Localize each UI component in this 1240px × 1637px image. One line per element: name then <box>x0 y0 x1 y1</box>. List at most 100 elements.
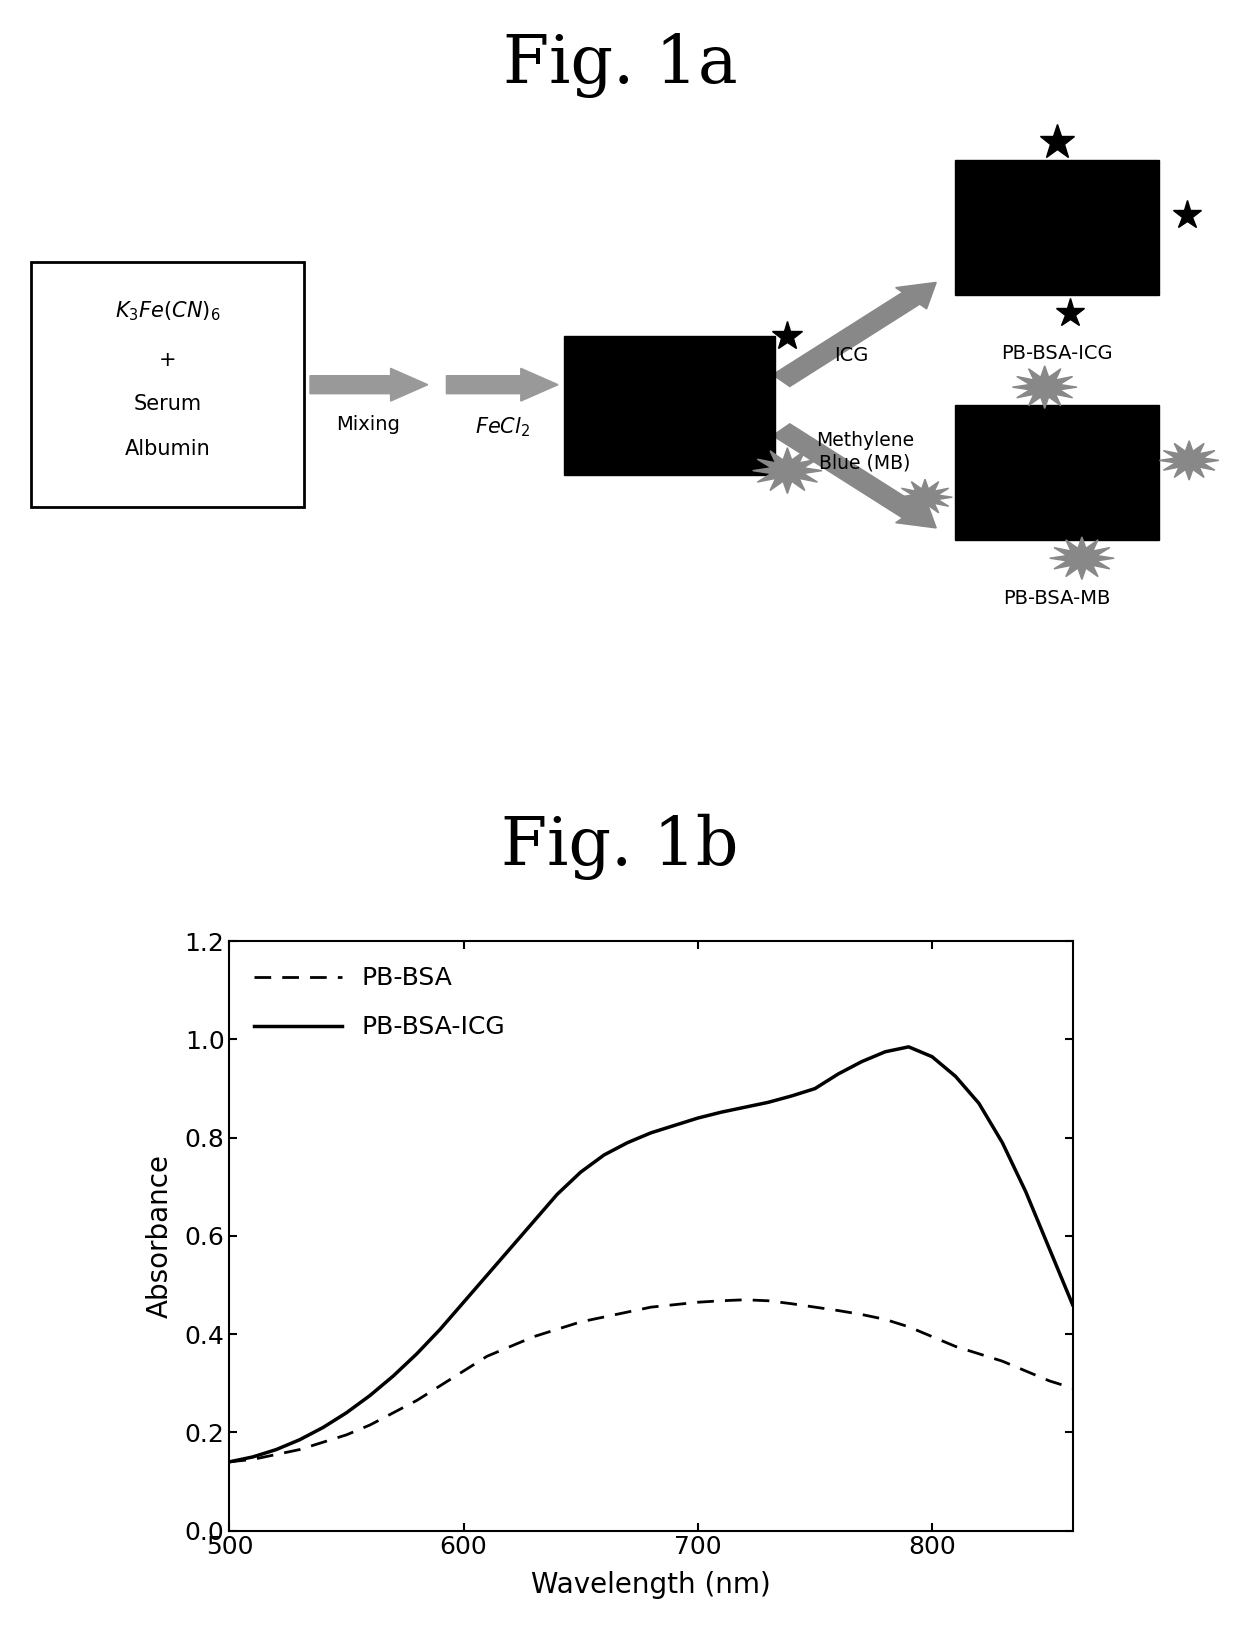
PB-BSA-ICG <box>222 1452 237 1472</box>
Text: PB-BSA-MB: PB-BSA-MB <box>1003 589 1111 609</box>
PB-BSA <box>573 1313 588 1333</box>
PB-BSA-ICG <box>854 1051 869 1071</box>
Bar <box>955 404 1159 540</box>
PB-BSA-ICG <box>246 1447 260 1467</box>
PB-BSA <box>362 1414 377 1434</box>
Bar <box>31 262 304 507</box>
PB-BSA-ICG <box>1042 1238 1056 1257</box>
PB-BSA <box>994 1351 1009 1370</box>
Text: Mixing: Mixing <box>336 414 401 434</box>
PB-BSA <box>386 1403 401 1423</box>
PB-BSA-ICG <box>784 1087 799 1107</box>
FancyArrow shape <box>446 368 558 401</box>
PB-BSA <box>549 1319 564 1339</box>
PB-BSA <box>925 1326 940 1346</box>
PB-BSA-ICG <box>738 1097 753 1116</box>
PB-BSA <box>269 1444 284 1463</box>
Bar <box>955 159 1159 295</box>
Line: PB-BSA: PB-BSA <box>229 1300 1073 1462</box>
PB-BSA <box>738 1290 753 1310</box>
PB-BSA-ICG <box>409 1344 424 1364</box>
Text: Fig. 1b: Fig. 1b <box>501 814 739 881</box>
PB-BSA <box>620 1303 635 1323</box>
PB-BSA-ICG <box>644 1123 658 1143</box>
Bar <box>564 336 775 475</box>
PB-BSA-ICG <box>362 1385 377 1405</box>
PB-BSA <box>807 1297 822 1316</box>
PB-BSA-ICG <box>949 1067 963 1087</box>
PB-BSA-ICG <box>971 1094 986 1113</box>
PB-BSA <box>316 1432 331 1452</box>
PB-BSA <box>293 1441 308 1460</box>
PB-BSA-ICG <box>807 1079 822 1098</box>
Text: Methylene
Blue (MB): Methylene Blue (MB) <box>816 431 914 473</box>
PB-BSA <box>667 1295 682 1315</box>
FancyArrow shape <box>773 424 936 527</box>
Text: Albumin: Albumin <box>124 439 211 458</box>
PB-BSA-ICG <box>456 1293 471 1313</box>
X-axis label: Wavelength (nm): Wavelength (nm) <box>531 1570 771 1599</box>
PB-BSA <box>246 1450 260 1470</box>
PB-BSA-ICG <box>386 1365 401 1385</box>
PB-BSA-ICG <box>1018 1182 1033 1202</box>
PB-BSA <box>831 1301 846 1321</box>
PB-BSA-ICG <box>620 1133 635 1152</box>
PB-BSA <box>644 1297 658 1316</box>
PB-BSA-ICG <box>293 1431 308 1450</box>
FancyArrow shape <box>773 282 936 386</box>
PB-BSA <box>691 1293 706 1313</box>
PB-BSA <box>1042 1370 1056 1390</box>
PB-BSA-ICG <box>503 1238 518 1257</box>
Polygon shape <box>1049 537 1114 579</box>
PB-BSA-ICG <box>596 1144 611 1164</box>
PB-BSA <box>503 1336 518 1355</box>
PB-BSA <box>714 1292 729 1311</box>
PB-BSA <box>222 1452 237 1472</box>
PB-BSA-ICG <box>549 1184 564 1203</box>
PB-BSA <box>339 1424 353 1444</box>
Text: $K_3Fe(CN)_6$: $K_3Fe(CN)_6$ <box>114 300 221 322</box>
Polygon shape <box>753 447 822 494</box>
PB-BSA <box>784 1293 799 1313</box>
Text: Fig. 1a: Fig. 1a <box>502 33 738 98</box>
PB-BSA-ICG <box>691 1108 706 1128</box>
PB-BSA-ICG <box>480 1265 495 1285</box>
Y-axis label: Absorbance: Absorbance <box>145 1154 174 1318</box>
Text: PB-BSA-ICG: PB-BSA-ICG <box>1001 344 1114 363</box>
PB-BSA <box>433 1375 448 1395</box>
PB-BSA-ICG <box>1065 1295 1080 1315</box>
FancyArrow shape <box>310 368 428 401</box>
PB-BSA-ICG <box>925 1048 940 1067</box>
PB-BSA-ICG <box>527 1211 542 1231</box>
PB-BSA <box>480 1346 495 1365</box>
Legend: PB-BSA, PB-BSA-ICG: PB-BSA, PB-BSA-ICG <box>242 954 518 1053</box>
PB-BSA <box>409 1390 424 1409</box>
PB-BSA <box>1018 1360 1033 1380</box>
PB-BSA <box>760 1292 775 1311</box>
PB-BSA <box>854 1305 869 1324</box>
Text: ICG: ICG <box>833 347 868 365</box>
PB-BSA-ICG <box>433 1319 448 1339</box>
PB-BSA-ICG <box>901 1038 916 1058</box>
Text: $FeCl_2$: $FeCl_2$ <box>475 414 529 439</box>
Polygon shape <box>898 480 952 516</box>
PB-BSA <box>878 1310 893 1329</box>
Polygon shape <box>1013 367 1076 408</box>
Line: PB-BSA-ICG: PB-BSA-ICG <box>229 1048 1073 1462</box>
Text: Serum: Serum <box>134 395 201 414</box>
PB-BSA-ICG <box>339 1403 353 1423</box>
PB-BSA-ICG <box>994 1133 1009 1152</box>
PB-BSA <box>596 1306 611 1326</box>
PB-BSA <box>1065 1378 1080 1398</box>
Polygon shape <box>1159 440 1219 480</box>
PB-BSA-ICG <box>760 1092 775 1112</box>
PB-BSA <box>527 1326 542 1346</box>
PB-BSA-ICG <box>269 1441 284 1460</box>
PB-BSA-ICG <box>667 1116 682 1136</box>
Text: +: + <box>159 350 176 370</box>
PB-BSA-ICG <box>878 1041 893 1061</box>
PB-BSA-ICG <box>316 1418 331 1437</box>
PB-BSA-ICG <box>831 1064 846 1084</box>
PB-BSA <box>456 1360 471 1380</box>
PB-BSA <box>949 1336 963 1355</box>
